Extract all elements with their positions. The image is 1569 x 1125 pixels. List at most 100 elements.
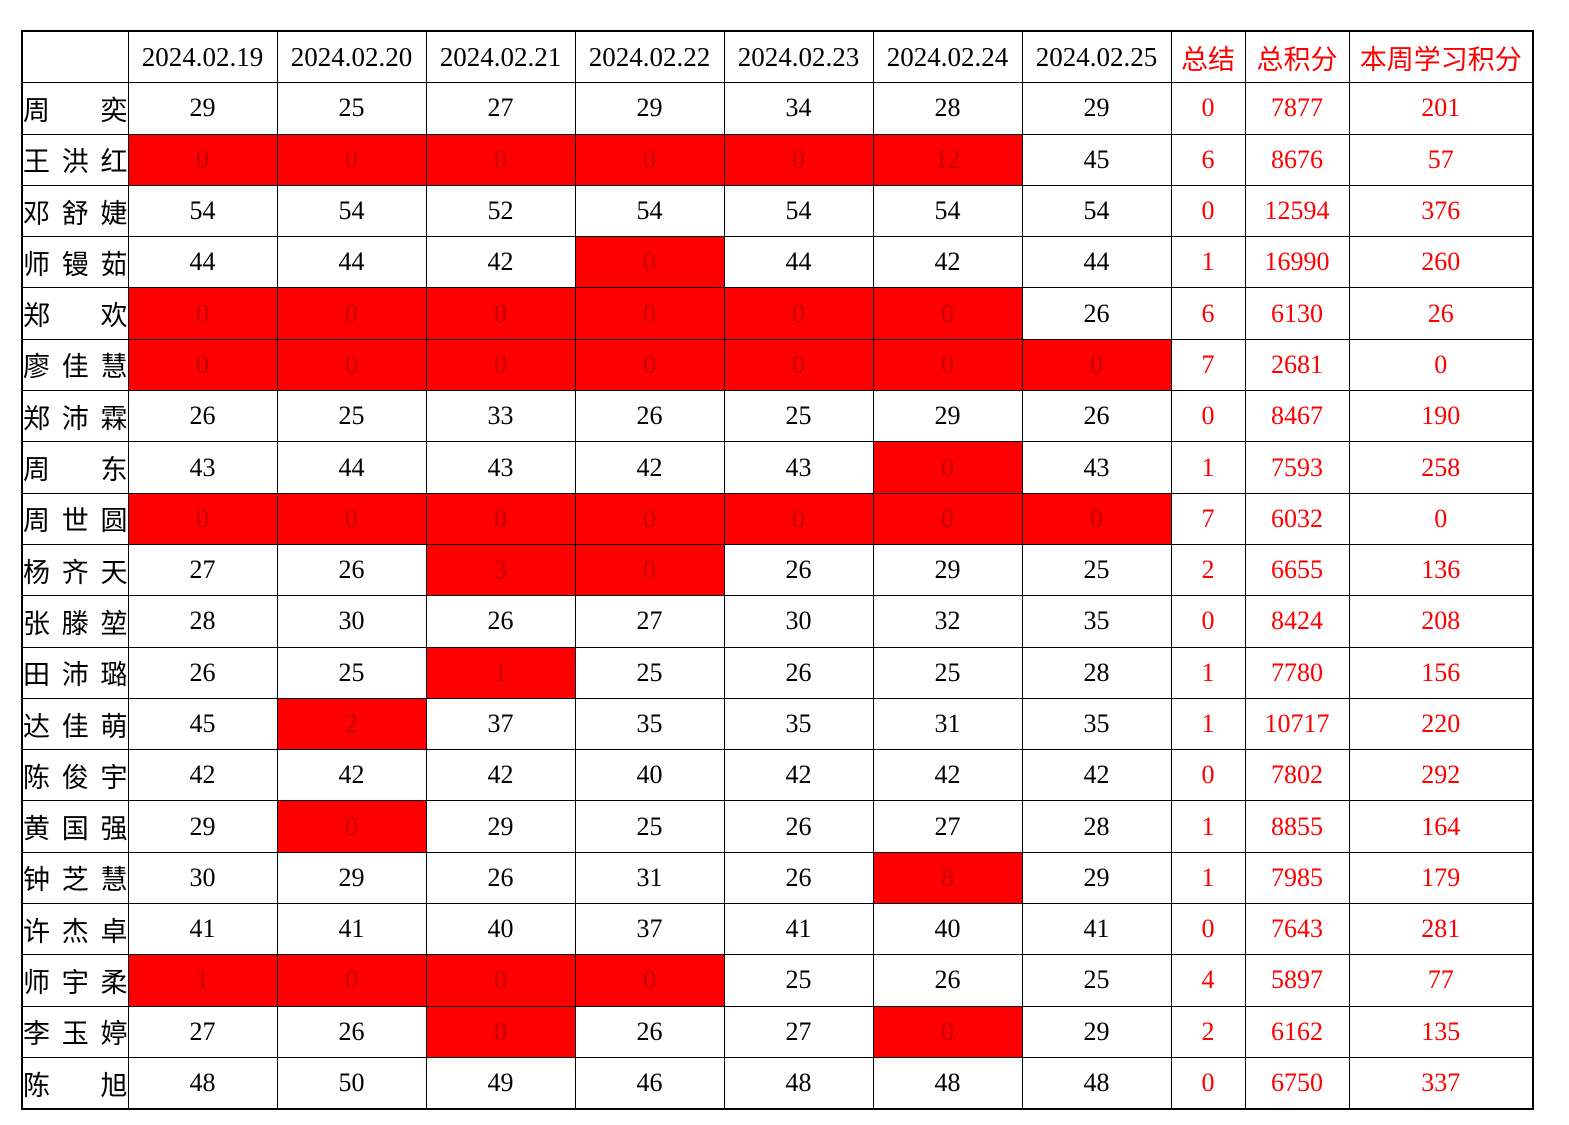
daily-score-cell: 54 <box>127 184 278 238</box>
daily-score-cell: 26 <box>127 646 278 699</box>
weekly-score-sheet: 2024.02.19 2024.02.20 2024.02.21 2024.02.22… <box>21 30 1534 1111</box>
week-points-cell: 208 <box>1348 595 1534 648</box>
student-name: 李玉婷 <box>21 1005 129 1058</box>
daily-score-cell: 46 <box>574 1056 725 1110</box>
date-column-header-6: 2024.02.25 <box>1021 30 1172 84</box>
daily-score-cell: 32 <box>872 595 1023 648</box>
daily-score-cell: 0 <box>127 338 278 392</box>
week-points-cell: 57 <box>1348 133 1534 186</box>
daily-score-cell: 37 <box>425 697 576 751</box>
daily-score-cell: 44 <box>127 236 278 289</box>
corner-cell <box>21 30 129 84</box>
daily-score-cell: 43 <box>127 441 278 494</box>
daily-score-cell: 26 <box>425 595 576 648</box>
summary-count-cell: 0 <box>1170 82 1246 135</box>
table-row: 周世圆 0 0 0 0 0 0 0 7 6032 0 <box>21 492 1534 545</box>
student-name: 钟芝慧 <box>21 851 129 905</box>
daily-score-cell: 27 <box>872 800 1023 853</box>
total-points-cell: 12594 <box>1244 184 1350 238</box>
week-points-cell: 260 <box>1348 236 1534 289</box>
week-points-cell: 258 <box>1348 441 1534 494</box>
week-points-cell: 337 <box>1348 1056 1534 1110</box>
daily-score-cell: 26 <box>723 800 874 853</box>
daily-score-cell: 45 <box>127 697 278 751</box>
week-points-cell: 136 <box>1348 543 1534 597</box>
summary-count-cell: 0 <box>1170 595 1246 648</box>
table-row: 杨齐天 27 26 3 0 26 29 25 2 6655 136 <box>21 543 1534 597</box>
daily-score-cell: 42 <box>872 236 1023 289</box>
table-row: 周奕 29 25 27 29 34 28 29 0 7877 201 <box>21 82 1534 135</box>
daily-score-cell: 0 <box>425 338 576 392</box>
summary-count-cell: 1 <box>1170 441 1246 494</box>
daily-score-cell: 28 <box>127 595 278 648</box>
daily-score-cell: 30 <box>127 851 278 905</box>
daily-score-cell: 48 <box>872 1056 1023 1110</box>
table-row: 周东 43 44 43 42 43 0 43 1 7593 258 <box>21 441 1534 494</box>
daily-score-cell: 27 <box>574 595 725 648</box>
week-points-cell: 292 <box>1348 749 1534 802</box>
week-points-cell: 179 <box>1348 851 1534 905</box>
daily-score-cell: 29 <box>127 800 278 853</box>
daily-score-cell: 29 <box>276 851 427 905</box>
summary-count-cell: 4 <box>1170 954 1246 1007</box>
table-row: 师镘茹 44 44 42 0 44 42 44 1 16990 260 <box>21 236 1534 289</box>
daily-score-cell: 29 <box>1021 82 1172 135</box>
total-points-cell: 7985 <box>1244 851 1350 905</box>
summary-count-cell: 6 <box>1170 287 1246 340</box>
daily-score-cell: 42 <box>127 749 278 802</box>
daily-score-cell: 35 <box>1021 697 1172 751</box>
daily-score-cell: 0 <box>276 133 427 186</box>
daily-score-cell: 26 <box>574 1005 725 1058</box>
week-points-cell: 156 <box>1348 646 1534 699</box>
student-name: 田沛璐 <box>21 646 129 699</box>
daily-score-cell: 42 <box>276 749 427 802</box>
daily-score-cell: 27 <box>723 1005 874 1058</box>
total-points-cell: 16990 <box>1244 236 1350 289</box>
total-points-cell: 7643 <box>1244 903 1350 956</box>
summary-count-cell: 1 <box>1170 646 1246 699</box>
daily-score-cell: 40 <box>872 903 1023 956</box>
date-column-header-2: 2024.02.21 <box>425 30 576 84</box>
total-points-cell: 7877 <box>1244 82 1350 135</box>
daily-score-cell: 41 <box>127 903 278 956</box>
table-row: 陈旭 48 50 49 46 48 48 48 0 6750 337 <box>21 1056 1534 1110</box>
total-points-cell: 10717 <box>1244 697 1350 751</box>
student-name: 王洪红 <box>21 133 129 186</box>
daily-score-cell: 1 <box>425 646 576 699</box>
total-points-cell: 5897 <box>1244 954 1350 1007</box>
summary-column-header: 总结 <box>1170 30 1246 84</box>
daily-score-cell: 54 <box>723 184 874 238</box>
summary-count-cell: 1 <box>1170 851 1246 905</box>
daily-score-cell: 0 <box>872 492 1023 545</box>
daily-score-cell: 0 <box>276 287 427 340</box>
table-row: 陈俊宇 42 42 42 40 42 42 42 0 7802 292 <box>21 749 1534 802</box>
daily-score-cell: 0 <box>574 287 725 340</box>
daily-score-cell: 0 <box>872 1005 1023 1058</box>
summary-count-cell: 6 <box>1170 133 1246 186</box>
table-row: 许杰卓 41 41 40 37 41 40 41 0 7643 281 <box>21 903 1534 956</box>
daily-score-cell: 0 <box>574 236 725 289</box>
daily-score-cell: 0 <box>425 287 576 340</box>
daily-score-cell: 12 <box>872 133 1023 186</box>
daily-score-cell: 29 <box>425 800 576 853</box>
daily-score-cell: 25 <box>723 954 874 1007</box>
summary-count-cell: 1 <box>1170 697 1246 751</box>
table-row: 李玉婷 27 26 0 26 27 0 29 2 6162 135 <box>21 1005 1534 1058</box>
total-points-cell: 8855 <box>1244 800 1350 853</box>
daily-score-cell: 25 <box>1021 543 1172 597</box>
daily-score-cell: 0 <box>574 338 725 392</box>
daily-score-cell: 54 <box>872 184 1023 238</box>
daily-score-cell: 42 <box>723 749 874 802</box>
daily-score-cell: 54 <box>1021 184 1172 238</box>
daily-score-cell: 50 <box>276 1056 427 1110</box>
total-points-column-header: 总积分 <box>1244 30 1350 84</box>
table-row: 郑沛霖 26 25 33 26 25 29 26 0 8467 190 <box>21 390 1534 443</box>
student-name: 郑沛霖 <box>21 390 129 443</box>
daily-score-cell: 40 <box>574 749 725 802</box>
student-name: 黄国强 <box>21 800 129 853</box>
daily-score-cell: 52 <box>425 184 576 238</box>
total-points-cell: 8424 <box>1244 595 1350 648</box>
daily-score-cell: 26 <box>723 646 874 699</box>
daily-score-cell: 0 <box>276 338 427 392</box>
daily-score-cell: 54 <box>276 184 427 238</box>
